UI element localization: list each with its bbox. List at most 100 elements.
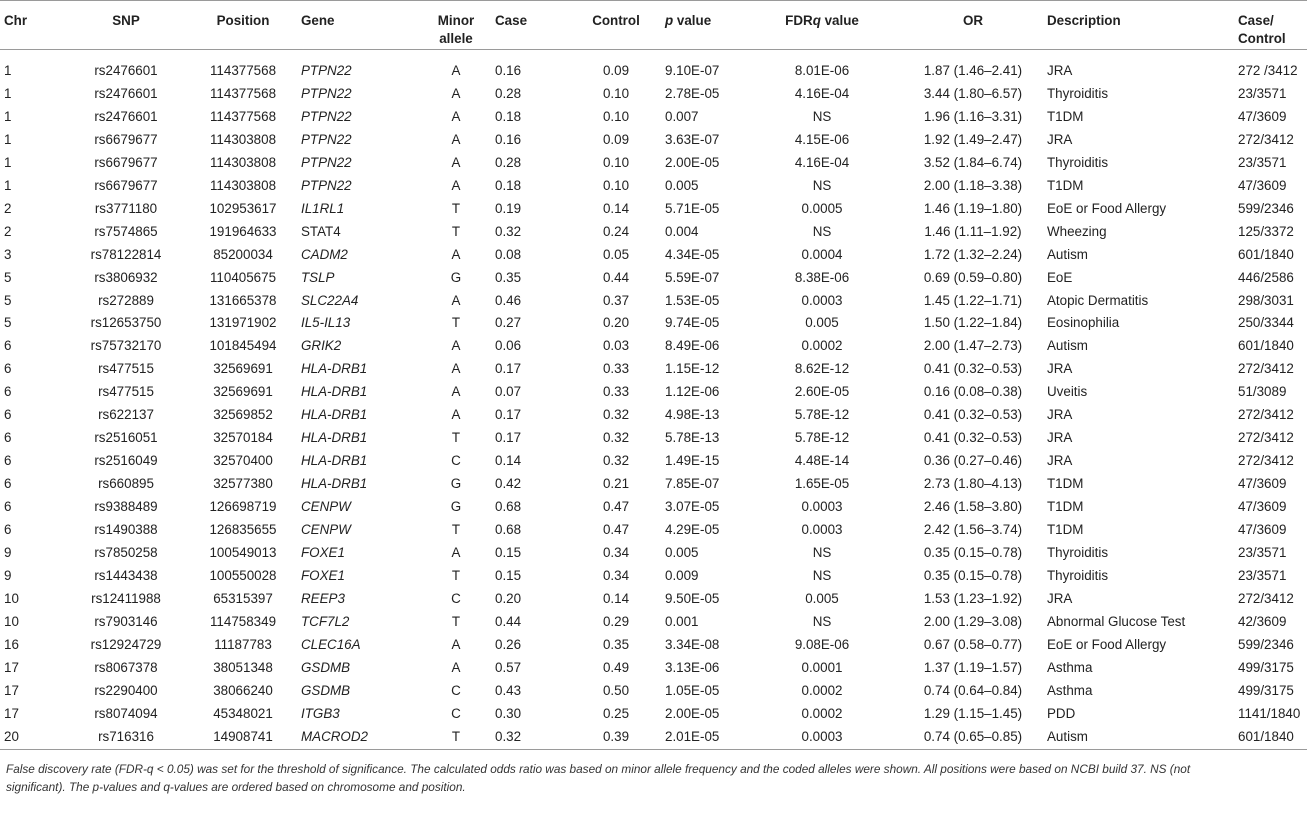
cell-p-value: 7.85E-07 [665,476,720,492]
cell-chr: 17 [4,659,19,675]
cell-position: 131665378 [209,292,277,308]
cell-minor-allele: T [451,522,461,538]
cell-p-value: 2.78E-05 [665,85,720,101]
table-row: 16 rs12924729 11187783 CLEC16A A 0.26 0.35 3.34… [0,634,1307,657]
cell-chr: 5 [4,315,12,331]
cell-snp: rs8067378 [94,659,158,675]
cell-description: Asthma [1047,682,1093,698]
cell-or: 2.73 (1.80–4.13) [923,476,1023,492]
cell-fdr-q-value: 0.0003 [801,292,843,308]
cell-p-value: 3.13E-06 [665,659,720,675]
cell-snp: rs7903146 [94,613,158,629]
cell-case-control: 298/3031 [1238,292,1294,308]
col-fdr-rest: value [820,13,859,28]
cell-chr: 6 [4,476,12,492]
cell-minor-allele: A [451,636,461,652]
cell-case: 0.28 [495,85,522,101]
cell-fdr-q-value: 4.48E-14 [794,453,850,469]
cell-p-value: 2.00E-05 [665,154,720,170]
cell-position: 32569852 [213,407,273,423]
col-description: Description [1047,0,1238,50]
cell-chr: 1 [4,131,12,147]
cell-gene: TCF7L2 [301,613,350,629]
cell-gene: PTPN22 [301,177,352,193]
cell-description: EoE [1047,269,1073,285]
cell-snp: rs12924729 [90,636,162,652]
cell-gene: PTPN22 [301,108,352,124]
col-p-value-italic: p [665,13,674,28]
cell-minor-allele: C [451,453,461,469]
cell-minor-allele: T [451,315,461,331]
cell-fdr-q-value: 0.0002 [801,682,843,698]
table-row: 1 rs6679677 114303808 PTPN22 A 0.18 0.10 0.005 N… [0,175,1307,198]
cell-p-value: 2.01E-05 [665,725,745,750]
cell-or: 0.41 (0.32–0.53) [923,361,1023,377]
cell-control: 0.24 [602,223,630,239]
cell-control: 0.14 [602,590,630,606]
cell-or: 2.00 (1.18–3.38) [923,177,1023,193]
cell-description: JRA [1047,453,1073,469]
cell-fdr-q-value: NS [812,613,832,629]
cell-snp: rs477515 [98,361,154,377]
cell-fdr-q-value: 0.0002 [801,705,843,721]
cell-case-control: 499/3175 [1238,659,1294,675]
cell-control: 0.10 [602,108,630,124]
cell-minor-allele: A [451,177,461,193]
cell-or: 0.41 (0.32–0.53) [923,407,1023,423]
cell-position: 114303808 [209,177,277,193]
cell-minor-allele: C [451,682,461,698]
cell-case: 0.27 [495,315,522,331]
cell-fdr-q-value: 0.0003 [745,725,899,750]
cell-case-control: 601/1840 [1238,246,1294,262]
cell-case: 0.68 [495,499,522,515]
cell-snp: rs2476601 [94,63,158,78]
cell-control: 0.32 [602,407,630,423]
cell-control: 0.34 [602,545,630,561]
cell-gene: PTPN22 [301,154,352,170]
cell-case: 0.42 [495,476,522,492]
cell-control: 0.39 [567,725,665,750]
cell-case: 0.32 [495,223,522,239]
cell-or: 2.46 (1.58–3.80) [923,499,1023,515]
cell-minor-allele: G [450,499,462,515]
cell-chr: 6 [4,338,12,354]
cell-snp: rs272889 [98,292,154,308]
cell-minor-allele: T [451,200,461,216]
cell-fdr-q-value: 8.62E-12 [794,361,850,377]
col-snp: SNP [67,0,185,50]
cell-description: JRA [1047,131,1073,147]
cell-case: 0.26 [495,636,522,652]
cell-position: 32577380 [213,476,273,492]
cell-control: 0.35 [602,636,630,652]
cell-description: Eosinophilia [1047,315,1120,331]
cell-fdr-q-value: NS [812,545,832,561]
cell-chr: 1 [4,154,12,170]
cell-case-control: 272/3412 [1238,453,1294,469]
cell-case: 0.16 [495,63,522,78]
cell-case: 0.46 [495,292,522,308]
table-row: 9 rs7850258 100549013 FOXE1 A 0.15 0.34 0.005 NS… [0,542,1307,565]
cell-case-control: 272 /3412 [1238,63,1298,78]
cell-chr: 10 [4,590,19,606]
cell-gene: HLA-DRB1 [301,384,368,400]
cell-p-value: 0.001 [665,613,699,629]
cell-or: 0.36 (0.27–0.46) [923,453,1023,469]
cell-gene: SLC22A4 [301,292,359,308]
cell-position: 102953617 [209,200,277,216]
cell-snp: rs6679677 [94,177,158,193]
cell-fdr-q-value: 1.65E-05 [794,476,850,492]
cell-fdr-q-value: 5.78E-12 [794,407,850,423]
cell-snp: rs1490388 [94,522,158,538]
cell-p-value: 9.10E-07 [665,63,720,78]
cell-control: 0.09 [602,63,630,78]
cell-fdr-q-value: NS [812,108,832,124]
cell-case-control: 601/1840 [1238,725,1307,750]
cell-position: 101845494 [209,338,277,354]
cell-description: JRA [1047,430,1073,446]
cell-snp: rs2516049 [94,453,158,469]
cell-snp: rs7850258 [94,545,158,561]
cell-chr: 6 [4,430,12,446]
cell-fdr-q-value: 8.01E-06 [794,63,850,78]
cell-case: 0.28 [495,154,522,170]
cell-gene: REEP3 [301,590,345,606]
